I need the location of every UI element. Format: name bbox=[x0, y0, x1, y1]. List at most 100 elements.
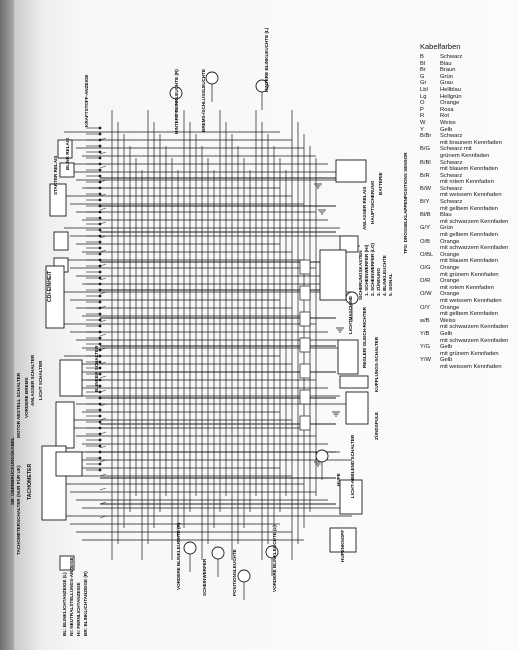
legend-code bbox=[420, 245, 440, 252]
connector-pin bbox=[98, 198, 102, 202]
legend-row: R Rot bbox=[420, 113, 516, 120]
wire-segment bbox=[99, 207, 107, 211]
connector-pin bbox=[98, 318, 102, 322]
legend-row: mit rotem Kennfaden bbox=[420, 285, 516, 292]
legend-color-name: Hellgrün bbox=[440, 93, 462, 100]
legend-color-name: mit weissem Kennfaden bbox=[440, 297, 502, 304]
legend-color-name: Schwarz bbox=[440, 172, 463, 179]
legend-row: O/B Orange bbox=[420, 239, 516, 246]
label-hupe: HUPE bbox=[336, 473, 341, 486]
legend-code: Bl/B bbox=[420, 212, 431, 219]
legend-color-name: Orange bbox=[440, 278, 460, 285]
connector-pin bbox=[98, 414, 102, 418]
connector-pin bbox=[98, 288, 102, 292]
connector-pin bbox=[98, 324, 102, 328]
legend-row: B/Br Schwarz bbox=[420, 133, 516, 140]
legend-color-name: mit schwarzem Kennfaden bbox=[440, 218, 509, 225]
label-cdi-einheit: CDI-EINHEIT bbox=[47, 270, 53, 302]
legend-color-name: Rosa bbox=[440, 106, 454, 113]
horn bbox=[315, 449, 329, 463]
legend-row: B/R Schwarz bbox=[420, 173, 516, 180]
legend-code: B/W bbox=[420, 185, 431, 192]
tachometer-detail-box bbox=[55, 451, 83, 477]
legend-color-name: Schwarz bbox=[440, 133, 463, 140]
connector-block bbox=[299, 389, 311, 405]
legend-code: G bbox=[420, 73, 425, 80]
legend-row: B/Bl Schwarz bbox=[420, 160, 516, 167]
connector-pin bbox=[98, 186, 102, 190]
connector-pin bbox=[98, 210, 102, 214]
legend-row: mit schwarzem Kennfaden bbox=[420, 245, 516, 252]
legend-code bbox=[420, 166, 440, 173]
connector-pin bbox=[98, 450, 102, 454]
label-blinker-schalter: BLINKER SCHALTER bbox=[94, 345, 99, 392]
connector-pin bbox=[98, 222, 102, 226]
legend-row: Bl/B Blau bbox=[420, 212, 516, 219]
legend-color-name: mit braunem Kennfaden bbox=[440, 139, 502, 146]
kupplung-box bbox=[339, 375, 369, 389]
label-anzeige-4: BR: BLINKLICHTANZEIGE (R) bbox=[83, 571, 88, 636]
position-lamp bbox=[237, 569, 251, 583]
label-brems-schlussleuchte: BREMS-/SCHLUSSLEUCHTE bbox=[201, 68, 206, 132]
legend-row: Y/G Gelb bbox=[420, 344, 516, 351]
legend-row: B Schwarz bbox=[420, 54, 516, 61]
legend-code: O/B bbox=[420, 238, 430, 245]
components bbox=[41, 71, 369, 583]
legend-code: B/G bbox=[420, 146, 430, 153]
legend-code bbox=[420, 179, 440, 186]
legend-row: B/G Schwarz mit bbox=[420, 146, 516, 153]
legend-row: grünem Kennfaden bbox=[420, 153, 516, 160]
legend-code: P bbox=[420, 106, 424, 113]
connector-pin bbox=[98, 468, 102, 472]
legend-color-name: Rot bbox=[440, 113, 450, 120]
legend-row: Gr Grau bbox=[420, 80, 516, 87]
connector-pin bbox=[98, 456, 102, 460]
label-batterie: BATTERIE bbox=[378, 172, 383, 195]
legend-code: B/Y bbox=[420, 199, 430, 206]
legend-code: Y/B bbox=[420, 330, 430, 337]
wire-harness bbox=[44, 73, 366, 600]
connector-pin bbox=[98, 228, 102, 232]
connector-pin bbox=[98, 330, 102, 334]
connector-pin bbox=[98, 372, 102, 376]
rear-blinker-l-lamp bbox=[255, 79, 269, 93]
connector-pin bbox=[98, 432, 102, 436]
legend-color-name: Schwarz bbox=[440, 199, 463, 206]
headlight-lamp bbox=[211, 546, 225, 560]
wire-segment bbox=[99, 291, 107, 295]
kraftstoff-box bbox=[57, 139, 73, 159]
front-blinker-r-lamp bbox=[183, 541, 197, 555]
legend-row: O/BL Orange bbox=[420, 252, 516, 259]
connector-pin bbox=[98, 378, 102, 382]
legend-row: Bl Blau bbox=[420, 61, 516, 68]
connector-pin bbox=[98, 384, 102, 388]
legend-color-name: Schwarz bbox=[440, 185, 463, 192]
legend-row: P Rosa bbox=[420, 107, 516, 114]
batterie-box bbox=[335, 159, 367, 183]
legend-row: O/Y Orange bbox=[420, 305, 516, 312]
legend-code: O bbox=[420, 100, 425, 107]
legend-color-name: Hellblau bbox=[440, 86, 461, 93]
legend-row: B/Y Schwarz bbox=[420, 199, 516, 206]
wire-segment bbox=[99, 375, 107, 379]
starter-relais-box bbox=[49, 183, 67, 217]
blink-relais-box bbox=[59, 162, 75, 178]
legend-code bbox=[420, 272, 440, 279]
legend-color-name: Grün bbox=[440, 225, 453, 232]
connector-pin bbox=[98, 144, 102, 148]
label-licht-schalter: LICHT SCHALTER bbox=[38, 360, 43, 400]
legend-color-name: Orange bbox=[440, 238, 460, 245]
connector-pin bbox=[98, 252, 102, 256]
legend-row: mit weissem Kennfaden bbox=[420, 192, 516, 199]
connector-pin bbox=[98, 174, 102, 178]
connector-pin bbox=[98, 360, 102, 364]
label-blinkleuchte: 4. BLINKLEUCHTE bbox=[382, 255, 387, 296]
legend-code: Y bbox=[420, 126, 424, 133]
wire-segment bbox=[99, 165, 107, 169]
legend-row: Y/W Gelb bbox=[420, 357, 516, 364]
connector-pin bbox=[98, 408, 102, 412]
connector-block bbox=[299, 285, 311, 301]
connector-pin bbox=[98, 180, 102, 184]
legend-color-name: Orange bbox=[440, 291, 460, 298]
